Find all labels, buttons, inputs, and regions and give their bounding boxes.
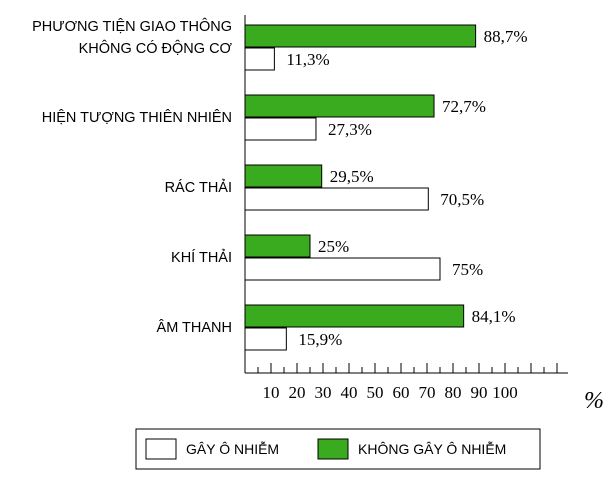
x-tick-label-40: 40 — [341, 383, 358, 402]
bar-green-4 — [244, 304, 465, 328]
bar-green-1 — [244, 94, 435, 118]
bar-white-2 — [244, 187, 429, 211]
value-label-white-1: 27,3% — [328, 120, 372, 139]
x-tick-label-50: 50 — [367, 383, 384, 402]
bar-green-3 — [244, 234, 311, 258]
value-label-white-4: 15,9% — [298, 330, 342, 349]
x-axis-unit: % — [584, 388, 604, 414]
category-label-0-1: KHÔNG CÓ ĐỘNG CƠ — [79, 40, 233, 57]
legend-swatch-1 — [317, 438, 349, 460]
category-label-1-0: HIỆN TƯỢNG THIÊN NHIÊN — [42, 109, 232, 126]
value-label-green-3: 25% — [318, 237, 349, 256]
category-label-2-0: RÁC THẢI — [165, 179, 232, 196]
value-label-white-2: 70,5% — [440, 190, 484, 209]
legend-label-0: GÂY Ô NHIỄM — [186, 441, 279, 457]
x-tick-label-80: 80 — [445, 383, 462, 402]
x-tick-label-60: 60 — [393, 383, 410, 402]
value-label-green-4: 84,1% — [472, 307, 516, 326]
value-label-white-0: 11,3% — [286, 50, 329, 69]
legend-label-1: KHÔNG GÂY Ô NHIỄM — [358, 441, 506, 457]
bar-green-2 — [244, 164, 323, 188]
bar-green-0 — [244, 24, 477, 48]
x-tick-label-20: 20 — [289, 383, 306, 402]
x-tick-label-30: 30 — [315, 383, 332, 402]
bar-white-1 — [244, 117, 317, 141]
category-labels: PHƯƠNG TIỆN GIAO THÔNG KHÔNG CÓ ĐỘNG CƠ HI… — [32, 18, 232, 336]
bars-group: 88,7% 11,3% 72,7% 27,3% 29,5% 70,5% 25% 75% 84,1… — [244, 24, 528, 351]
value-label-green-0: 88,7% — [484, 27, 528, 46]
x-tick-label-100: 100 — [492, 383, 518, 402]
category-label-3-0: KHÍ THẢI — [171, 249, 232, 266]
value-label-white-3: 75% — [452, 260, 483, 279]
bar-white-3 — [244, 257, 441, 281]
value-label-green-1: 72,7% — [442, 97, 486, 116]
value-label-green-2: 29,5% — [330, 167, 374, 186]
legend-swatch-0 — [145, 438, 177, 460]
bar-white-0 — [244, 47, 275, 71]
category-label-4-0: ÂM THANH — [157, 319, 232, 336]
x-tick-label-10: 10 — [263, 383, 280, 402]
x-tick-label-70: 70 — [419, 383, 436, 402]
legend: GÂY Ô NHIỄM KHÔNG GÂY Ô NHIỄM — [135, 428, 541, 470]
x-axis: 10 20 30 40 50 60 70 80 90 100% — [244, 15, 604, 414]
x-tick-label-90: 90 — [471, 383, 488, 402]
bar-white-4 — [244, 327, 287, 351]
category-label-0-0: PHƯƠNG TIỆN GIAO THÔNG — [32, 18, 232, 35]
